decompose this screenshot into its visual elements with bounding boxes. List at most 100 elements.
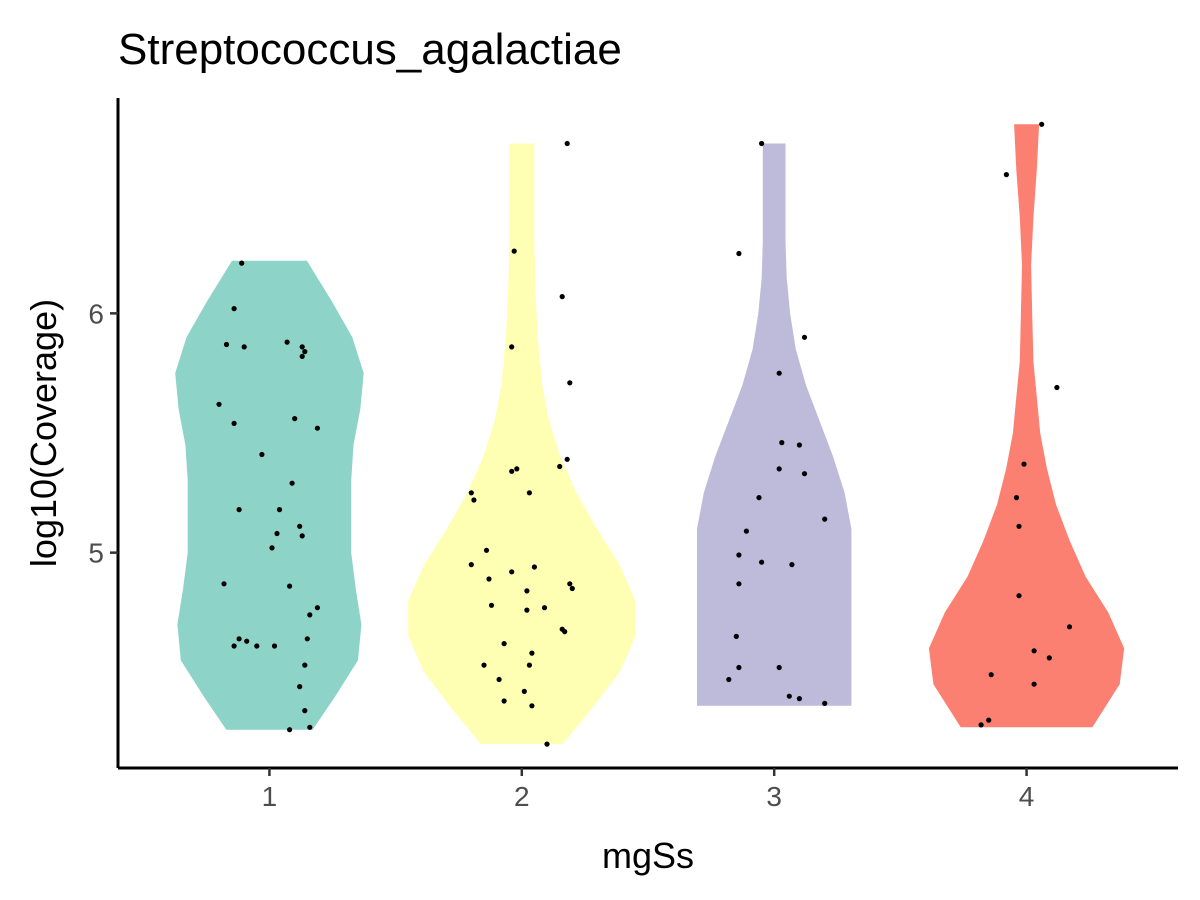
data-point [297,523,303,529]
data-point [231,420,237,426]
data-point [801,471,808,477]
data-point [304,636,310,642]
x-axis-title: mgSs [602,835,694,876]
data-point [307,612,313,618]
data-point [514,466,520,472]
data-point [1016,523,1022,529]
data-point [526,490,533,496]
data-point [1039,121,1045,127]
data-point [759,559,765,565]
data-point [529,703,535,709]
x-axis-ticks: 1 2 3 4 [262,768,1035,812]
data-point [231,306,237,312]
chart-title: Streptococcus_agalactiae [118,25,622,74]
x-tick-label: 1 [262,781,278,812]
violin-2 [408,143,636,745]
violin-4 [928,124,1125,728]
data-point [759,140,765,147]
data-point [481,662,487,668]
data-point [223,341,230,348]
data-point [496,676,502,683]
data-point [259,451,265,458]
data-point [786,693,792,699]
data-point [743,528,750,534]
data-point [796,442,803,448]
data-point [569,585,575,592]
data-point [276,507,283,513]
data-point [221,581,227,587]
data-point [801,334,808,340]
data-point [299,353,305,359]
x-tick-label: 4 [1019,781,1035,812]
data-point [297,684,303,690]
data-point [274,530,280,537]
data-point [756,495,762,501]
data-point [511,248,517,254]
data-point [789,562,795,568]
data-point [1046,655,1052,661]
data-point [231,643,237,649]
y-tick-label: 6 [88,298,104,329]
data-point [509,344,515,350]
data-point [1031,648,1037,654]
data-point [307,724,313,730]
data-point [779,440,785,446]
data-point [287,583,293,589]
violin-layer [175,124,1125,745]
data-point [1021,461,1027,467]
data-point [557,463,563,470]
data-point [822,700,828,707]
data-point [562,629,568,635]
data-point [239,260,245,266]
data-point [302,662,308,668]
data-point [501,698,507,704]
data-point [289,480,295,486]
point-layer [216,121,1073,747]
data-point [486,576,492,582]
data-point [468,562,474,568]
data-point [216,401,222,407]
data-point [567,380,573,386]
data-point [287,727,293,733]
y-axis-ticks: 56 [88,298,118,569]
data-point [776,466,782,472]
data-point [1016,593,1022,599]
data-point [314,605,320,611]
data-point [544,741,550,747]
x-tick-label: 3 [766,781,782,812]
data-point [564,140,570,147]
data-point [726,676,732,683]
x-tick-label: 2 [514,781,530,812]
data-point [483,547,490,553]
data-point [978,722,984,728]
data-point [468,490,474,496]
data-point [1066,624,1073,630]
violin-3 [697,143,852,706]
data-point [524,607,530,613]
data-point [822,516,828,522]
data-point [284,339,290,345]
data-point [736,552,742,558]
data-point [776,370,782,376]
data-point [236,507,242,513]
data-point [299,344,305,350]
data-point [292,416,298,422]
data-point [736,581,742,587]
data-point [488,602,495,608]
data-point [1031,681,1037,687]
data-point [302,708,308,714]
data-point [314,425,320,431]
data-point [236,636,242,642]
data-point [776,664,782,671]
data-point [531,564,538,570]
data-point [1013,495,1020,501]
data-point [1054,384,1060,391]
data-point [986,717,992,723]
data-point [509,569,515,575]
data-point [559,294,565,300]
data-point [1003,172,1010,178]
data-point [733,633,739,640]
data-point [988,672,994,678]
data-point [529,650,535,656]
